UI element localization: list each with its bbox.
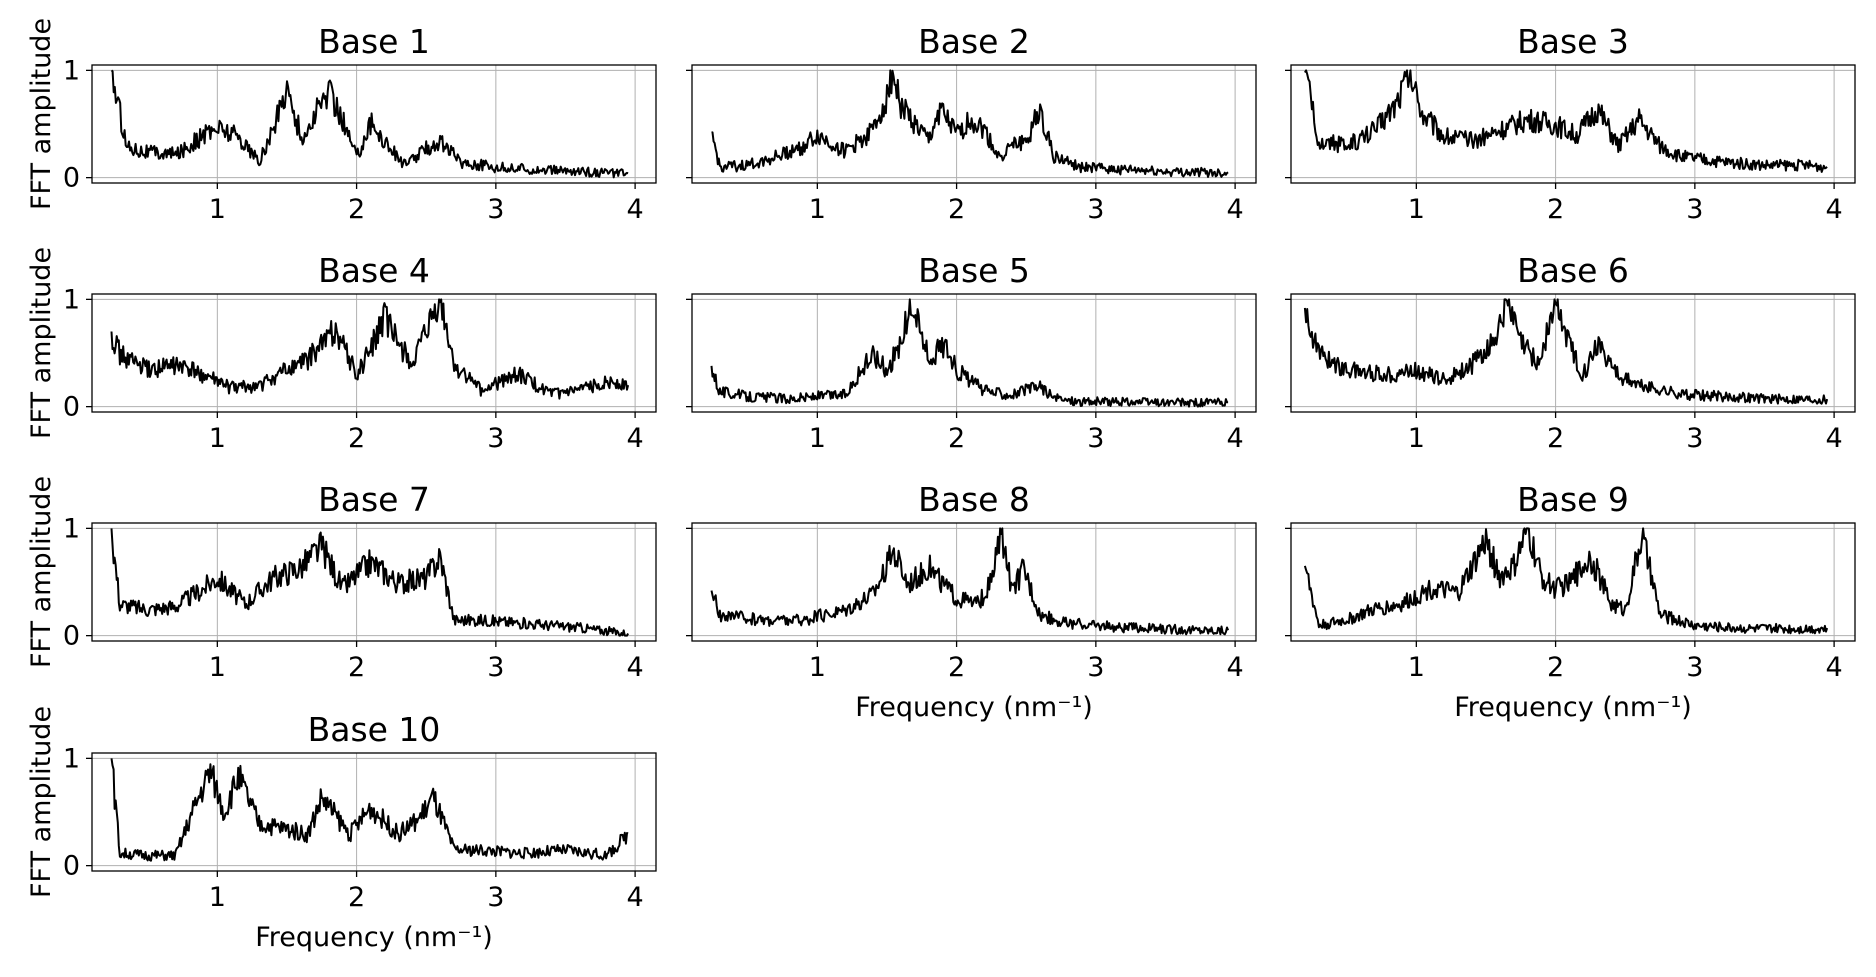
series-line <box>1303 527 1829 635</box>
x-tick-label: 2 <box>948 423 965 454</box>
x-tick-label: 4 <box>627 194 644 225</box>
axes-frame <box>691 522 1257 642</box>
subplot-6: 1 2 3 4 Base 6 <box>1285 251 1856 454</box>
x-tick-label: 3 <box>1686 423 1703 454</box>
x-tick-label: 3 <box>1087 194 1104 225</box>
y-tick-label: 0 <box>63 163 80 194</box>
subplot-1: 1 2 3 4 0 1 Base 1 FFT amplitude <box>26 18 657 225</box>
x-tick-label: 1 <box>809 194 826 225</box>
x-tick-label: 1 <box>209 882 226 913</box>
x-tick-label: 1 <box>209 194 226 225</box>
y-axis-label: FFT amplitude <box>26 18 57 210</box>
series-line <box>110 69 629 179</box>
series-line <box>110 528 629 637</box>
x-tick-label: 3 <box>487 423 504 454</box>
subplot-title: Base 5 <box>918 251 1030 290</box>
x-tick-label: 4 <box>627 652 644 683</box>
x-tick-label: 4 <box>1826 423 1843 454</box>
x-tick-label: 1 <box>809 652 826 683</box>
series-line <box>710 527 1230 636</box>
y-axis-label: FFT amplitude <box>26 706 57 898</box>
subplot-title: Base 8 <box>918 480 1030 519</box>
x-tick-label: 1 <box>809 423 826 454</box>
x-tick-label: 4 <box>627 882 644 913</box>
subplot-3: 1 2 3 4 Base 3 <box>1285 22 1856 225</box>
x-tick-label: 4 <box>1227 194 1244 225</box>
x-tick-label: 3 <box>1087 652 1104 683</box>
y-axis-label: FFT amplitude <box>26 476 57 668</box>
subplot-7: 1 2 3 4 0 1 Base 7 FFT amplitude <box>26 476 657 683</box>
x-tick-label: 1 <box>1408 194 1425 225</box>
x-tick-label: 2 <box>948 652 965 683</box>
x-axis-label: Frequency (nm⁻¹) <box>255 922 493 953</box>
y-tick-label: 0 <box>63 851 80 882</box>
x-tick-label: 4 <box>1826 652 1843 683</box>
subplot-8: 1 2 3 4 Base 8 Frequency (nm⁻¹) <box>686 480 1257 723</box>
x-tick-label: 3 <box>1087 423 1104 454</box>
subplot-title: Base 9 <box>1517 480 1629 519</box>
x-tick-label: 4 <box>1826 194 1843 225</box>
axes-frame <box>1290 64 1856 184</box>
x-tick-label: 2 <box>1547 194 1564 225</box>
axes-frame <box>91 522 657 642</box>
y-tick-label: 1 <box>63 284 80 315</box>
y-tick-label: 1 <box>63 513 80 544</box>
y-tick-label: 0 <box>63 392 80 423</box>
series-line <box>711 69 1229 178</box>
x-tick-label: 3 <box>487 882 504 913</box>
x-tick-label: 2 <box>348 652 365 683</box>
x-tick-label: 2 <box>348 423 365 454</box>
x-tick-label: 1 <box>209 423 226 454</box>
x-axis-label: Frequency (nm⁻¹) <box>1454 692 1692 723</box>
x-tick-label: 4 <box>1227 423 1244 454</box>
x-tick-label: 3 <box>1686 194 1703 225</box>
axes-frame <box>1290 522 1856 642</box>
subplot-9: 1 2 3 4 Base 9 Frequency (nm⁻¹) <box>1285 480 1856 723</box>
subplot-title: Base 6 <box>1517 251 1629 290</box>
x-tick-label: 4 <box>1227 652 1244 683</box>
axes-frame <box>91 293 657 413</box>
x-tick-label: 1 <box>1408 423 1425 454</box>
axes-frame <box>91 752 657 872</box>
subplot-title: Base 7 <box>318 480 430 519</box>
subplot-title: Base 10 <box>308 710 441 749</box>
x-tick-label: 2 <box>1547 423 1564 454</box>
subplot-4: 1 2 3 4 0 1 Base 4 FFT amplitude <box>26 247 657 454</box>
axes-frame <box>91 64 657 184</box>
x-tick-label: 1 <box>209 652 226 683</box>
series-line <box>1303 298 1829 405</box>
series-line <box>110 758 629 862</box>
y-tick-label: 1 <box>63 743 80 774</box>
x-tick-label: 3 <box>1686 652 1703 683</box>
x-tick-label: 2 <box>348 882 365 913</box>
subplot-title: Base 1 <box>318 22 430 61</box>
axes-frame <box>691 64 1257 184</box>
subplot-title: Base 4 <box>318 251 430 290</box>
x-axis-label: Frequency (nm⁻¹) <box>855 692 1093 723</box>
axes-frame <box>1290 293 1856 413</box>
x-tick-label: 2 <box>948 194 965 225</box>
x-tick-label: 3 <box>487 652 504 683</box>
y-axis-label: FFT amplitude <box>26 247 57 439</box>
subplot-10: 1 2 3 4 0 1 Base 10 FFT amplitude Frequency (nm⁻… <box>26 706 657 953</box>
y-tick-label: 1 <box>63 55 80 86</box>
series-line <box>710 298 1229 408</box>
x-tick-label: 2 <box>348 194 365 225</box>
series-line <box>110 298 630 400</box>
subplot-title: Base 2 <box>918 22 1030 61</box>
subplot-title: Base 3 <box>1517 22 1629 61</box>
x-tick-label: 2 <box>1547 652 1564 683</box>
axes-frame <box>691 293 1257 413</box>
series-line <box>1304 69 1828 173</box>
x-tick-label: 4 <box>627 423 644 454</box>
y-tick-label: 0 <box>63 621 80 652</box>
x-tick-label: 3 <box>487 194 504 225</box>
subplot-5: 1 2 3 4 Base 5 <box>686 251 1257 454</box>
subplot-2: 1 2 3 4 Base 2 <box>686 22 1257 225</box>
x-tick-label: 1 <box>1408 652 1425 683</box>
